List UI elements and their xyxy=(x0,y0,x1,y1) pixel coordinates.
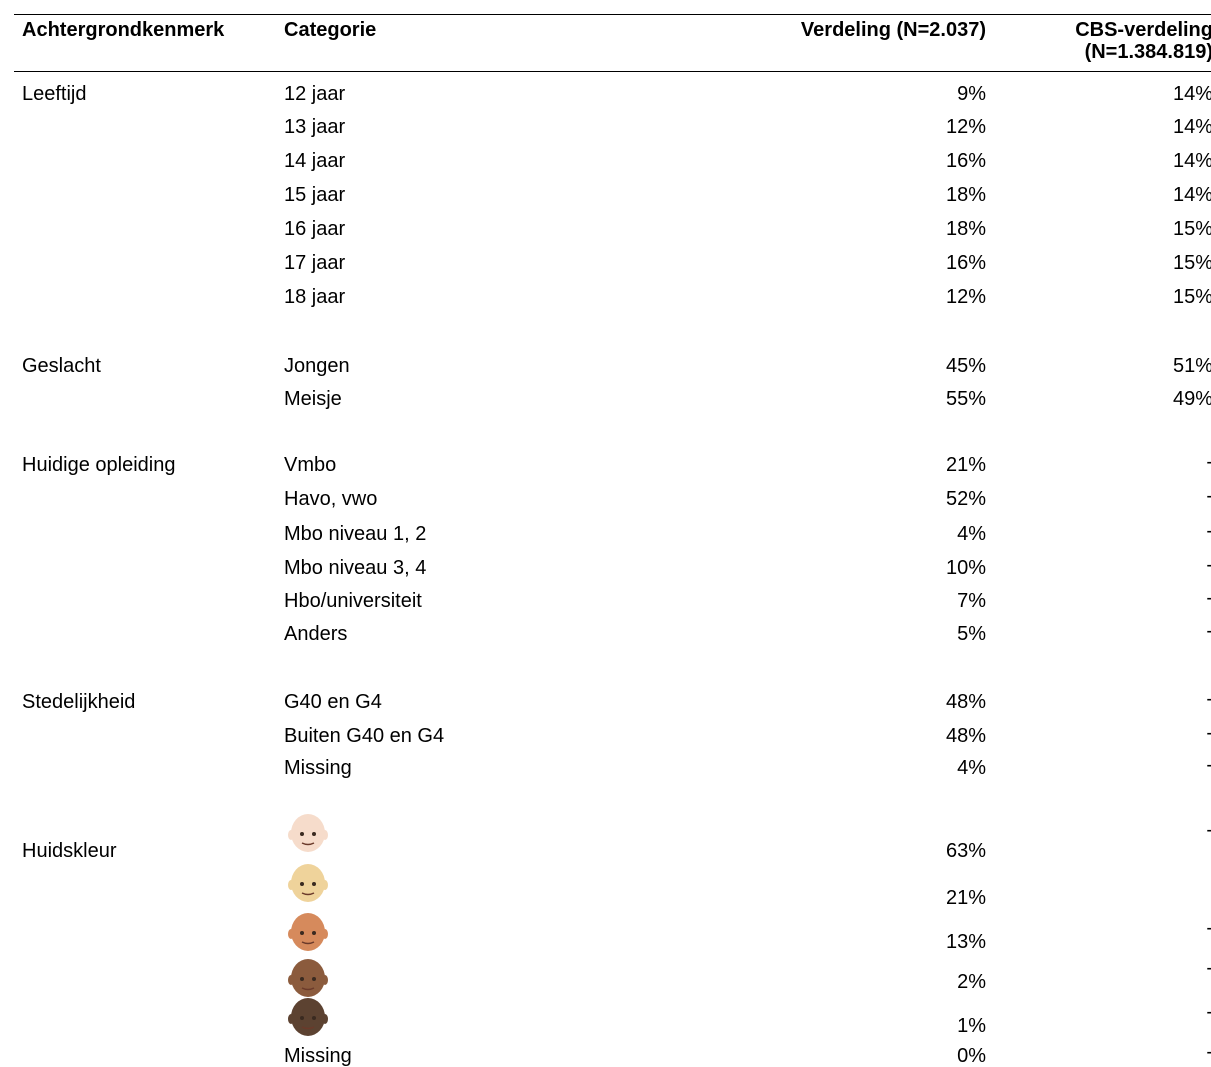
verdeling: 16% xyxy=(945,252,986,274)
cbs-verdeling: - xyxy=(1206,620,1211,642)
skin-tone-icon xyxy=(288,959,328,997)
cbs-verdeling: - xyxy=(1206,1001,1211,1023)
header-cell: Verdeling (N=2.037) xyxy=(800,19,986,41)
category: 16 jaar xyxy=(284,218,346,240)
verdeling: 2% xyxy=(957,971,986,993)
cbs-verdeling: 15% xyxy=(1172,252,1211,274)
top-rule xyxy=(14,14,1211,15)
category: 12 jaar xyxy=(284,83,346,105)
cbs-verdeling: - xyxy=(1206,819,1211,841)
header-cell: CBS-verdeling xyxy=(1075,19,1211,41)
verdeling: 18% xyxy=(945,218,986,240)
cbs-verdeling: 14% xyxy=(1172,116,1211,138)
category: Meisje xyxy=(284,388,342,410)
cbs-verdeling: - xyxy=(1206,451,1211,473)
header-cell: (N=1.384.819) xyxy=(1084,41,1211,63)
cbs-verdeling: - xyxy=(1206,1041,1211,1063)
skin-tone-icon xyxy=(288,913,328,951)
cbs-verdeling: 51% xyxy=(1172,355,1211,377)
verdeling: 0% xyxy=(957,1045,986,1067)
category: Anders xyxy=(284,623,348,645)
cbs-verdeling: - xyxy=(1206,485,1211,507)
cbs-verdeling: - xyxy=(1206,722,1211,744)
header-rule xyxy=(14,71,1211,72)
cbs-verdeling: - xyxy=(1206,754,1211,776)
category: Vmbo xyxy=(284,454,337,476)
verdeling: 48% xyxy=(945,725,986,747)
category: Havo, vwo xyxy=(284,488,378,510)
section-label: Stedelijkheid xyxy=(22,691,136,713)
section-label: Huidskleur xyxy=(22,840,117,862)
verdeling: 18% xyxy=(945,184,986,206)
verdeling: 21% xyxy=(945,887,986,909)
cbs-verdeling: 14% xyxy=(1172,83,1211,105)
category: 15 jaar xyxy=(284,184,346,206)
cbs-verdeling: 14% xyxy=(1172,184,1211,206)
cbs-verdeling: 15% xyxy=(1172,286,1211,308)
cbs-verdeling: 14% xyxy=(1172,150,1211,172)
verdeling: 45% xyxy=(945,355,986,377)
verdeling: 9% xyxy=(957,83,986,105)
skin-tone-icon xyxy=(288,814,328,852)
header-cell: Achtergrondkenmerk xyxy=(22,19,225,41)
verdeling: 1% xyxy=(957,1015,986,1037)
category: 17 jaar xyxy=(284,252,346,274)
cbs-verdeling: - xyxy=(1206,520,1211,542)
skin-tone-icon xyxy=(288,998,328,1036)
section-label: Huidige opleiding xyxy=(22,454,176,476)
category: Hbo/universiteit xyxy=(284,590,422,612)
category: 14 jaar xyxy=(284,150,346,172)
verdeling: 12% xyxy=(945,116,986,138)
category: Mbo niveau 3, 4 xyxy=(284,557,427,579)
verdeling: 7% xyxy=(957,590,986,612)
verdeling: 16% xyxy=(945,150,986,172)
cbs-verdeling: - xyxy=(1206,917,1211,939)
verdeling: 4% xyxy=(957,757,986,779)
cbs-verdeling: - xyxy=(1206,688,1211,710)
verdeling: 5% xyxy=(957,623,986,645)
verdeling: 48% xyxy=(945,691,986,713)
verdeling: 52% xyxy=(945,488,986,510)
verdeling: 13% xyxy=(945,931,986,953)
cbs-verdeling: 49% xyxy=(1172,388,1211,410)
category: Missing xyxy=(284,1045,352,1067)
category: G40 en G4 xyxy=(284,691,382,713)
skin-tone-icon xyxy=(288,864,328,902)
category: 18 jaar xyxy=(284,286,346,308)
category: Jongen xyxy=(284,355,350,377)
category: Mbo niveau 1, 2 xyxy=(284,523,427,545)
category: 13 jaar xyxy=(284,116,346,138)
verdeling: 55% xyxy=(945,388,986,410)
verdeling: 10% xyxy=(945,557,986,579)
verdeling: 21% xyxy=(945,454,986,476)
cbs-verdeling: - xyxy=(1206,587,1211,609)
header-cell: Categorie xyxy=(284,19,377,41)
category: Missing xyxy=(284,757,352,779)
cbs-verdeling: 15% xyxy=(1172,218,1211,240)
cbs-verdeling: - xyxy=(1206,957,1211,979)
verdeling: 12% xyxy=(945,286,986,308)
cbs-verdeling: - xyxy=(1206,554,1211,576)
category: Buiten G40 en G4 xyxy=(284,725,445,747)
verdeling: 63% xyxy=(945,840,986,862)
section-label: Leeftijd xyxy=(22,83,87,105)
verdeling: 4% xyxy=(957,523,986,545)
section-label: Geslacht xyxy=(22,355,101,377)
